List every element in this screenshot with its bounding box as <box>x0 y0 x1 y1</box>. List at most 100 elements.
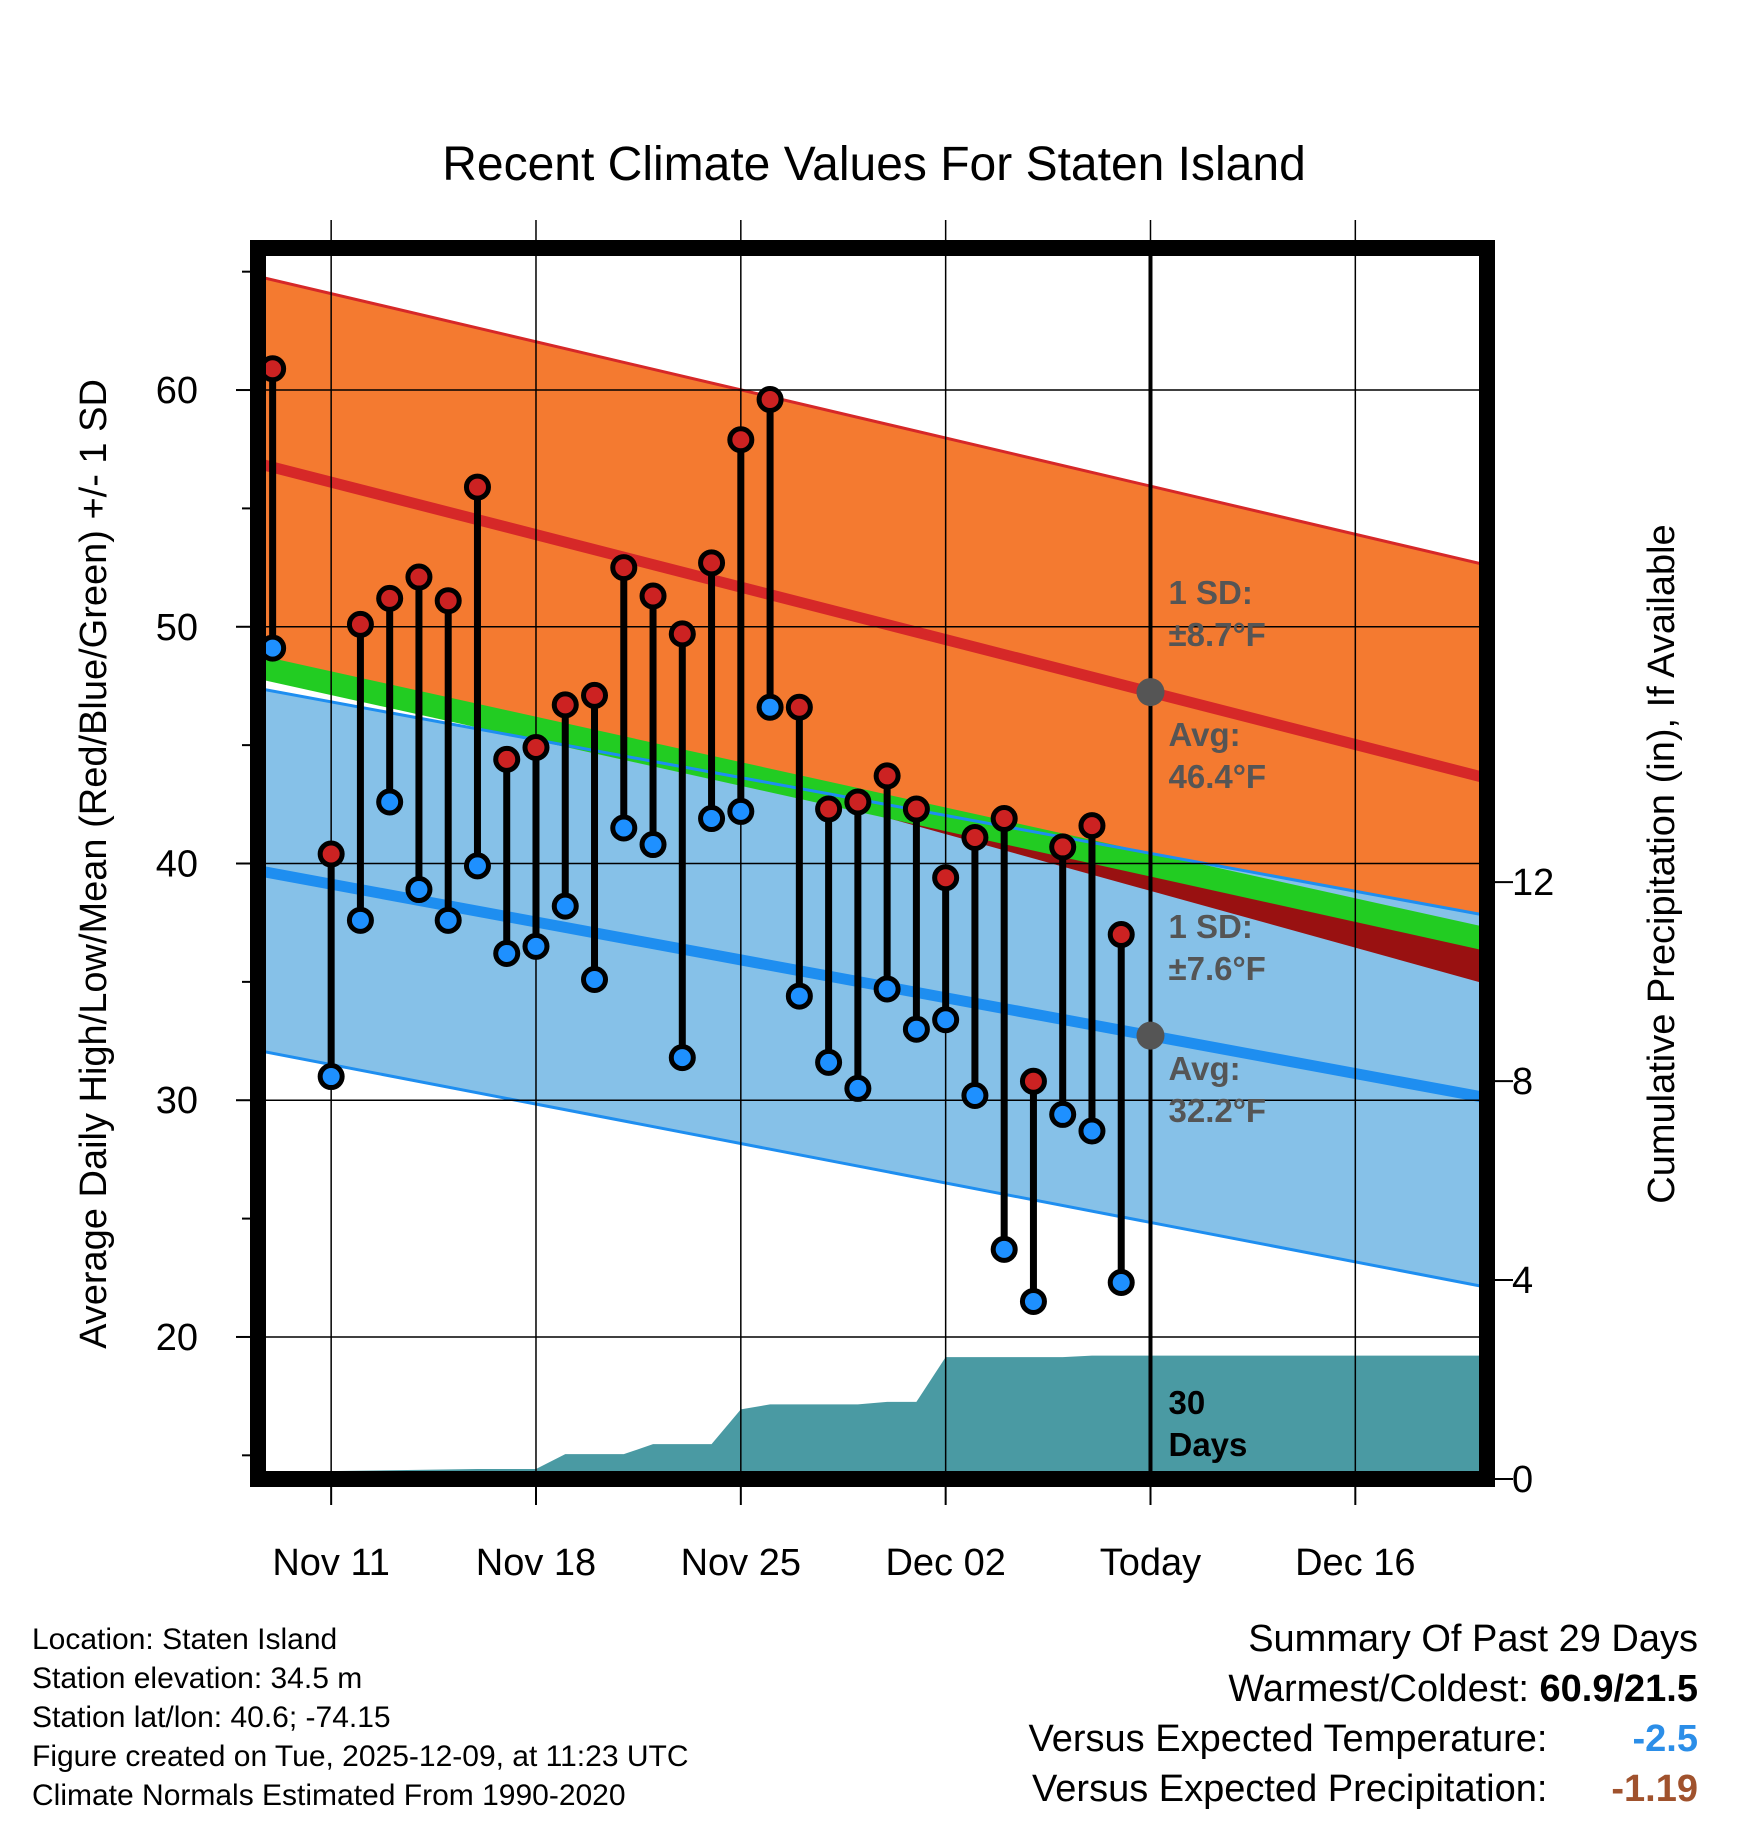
y2-tick-label: 12 <box>1512 862 1554 904</box>
daily-high-point <box>434 587 462 615</box>
daily-low-point <box>405 876 433 904</box>
y-tick-label: 60 <box>156 370 198 412</box>
x-tick-label: Today <box>1100 1542 1201 1584</box>
y-tick-label: 30 <box>156 1080 198 1122</box>
summary-title: Summary Of Past 29 Days <box>1248 1618 1698 1660</box>
low-mean-line <box>258 865 1487 1104</box>
daily-low-point <box>346 906 374 934</box>
y2-tick-label: 8 <box>1512 1061 1533 1103</box>
daily-high-point <box>815 795 843 823</box>
daily-low-point <box>873 975 901 1003</box>
daily-high-point <box>785 693 813 721</box>
plot-frame <box>250 240 1495 1487</box>
daily-low-point <box>1049 1100 1077 1128</box>
daily-high-point <box>902 795 930 823</box>
y-axis-title: Average Daily High/Low/Mean (Red/Blue/Gr… <box>73 379 115 1349</box>
daily-high-point <box>581 681 609 709</box>
daily-high-point <box>1107 921 1135 949</box>
daily-low-point <box>1078 1117 1106 1145</box>
daily-low-point <box>522 932 550 960</box>
daily-low-point <box>376 788 404 816</box>
plot-area <box>258 248 1487 1479</box>
daily-low-point <box>902 1015 930 1043</box>
daily-low-point <box>463 852 491 880</box>
high-upper-line <box>258 274 1487 567</box>
x-tick-label: Nov 18 <box>476 1542 596 1584</box>
daily-low-point <box>610 814 638 842</box>
chart-title: Recent Climate Values For Staten Island <box>442 138 1306 191</box>
y-tick-label: 40 <box>156 844 198 886</box>
daily-low-point <box>815 1048 843 1076</box>
daily-high-point <box>756 386 784 414</box>
low-sd-label: 1 SD: <box>1168 908 1252 945</box>
daily-low-point <box>317 1063 345 1091</box>
daily-low-point <box>493 939 521 967</box>
low-avg-value: 32.2°F <box>1168 1092 1266 1129</box>
daily-low-point <box>551 892 579 920</box>
daily-high-point <box>668 620 696 648</box>
high-sd-value: ±8.7°F <box>1168 616 1265 653</box>
summary-warmest-row: Warmest/Coldest: 60.9/21.5 <box>1029 1664 1698 1714</box>
daily-high-point <box>610 554 638 582</box>
daily-low-point <box>434 906 462 934</box>
today-low-avg-marker <box>1136 1021 1165 1050</box>
x-tick-label: Nov 25 <box>681 1542 801 1584</box>
daily-low-point <box>844 1074 872 1102</box>
daily-low-point <box>581 965 609 993</box>
daily-low-point <box>1019 1287 1047 1315</box>
normals-text: Climate Normals Estimated From 1990-2020 <box>32 1779 626 1812</box>
precip-anomaly-value: -1.19 <box>1611 1768 1698 1810</box>
y2-tick-label: 4 <box>1512 1260 1533 1302</box>
y-tick-label: 20 <box>156 1317 198 1359</box>
warmest-label: Warmest/Coldest: <box>1228 1668 1529 1710</box>
daily-high-point <box>639 582 667 610</box>
x-tick-label: Dec 16 <box>1295 1542 1415 1584</box>
precip-anomaly-label: Versus Expected Precipitation: <box>1032 1768 1548 1810</box>
daily-high-point <box>551 691 579 719</box>
daily-high-point <box>727 426 755 454</box>
daily-high-point <box>990 805 1018 833</box>
location-text: Location: Staten Island <box>32 1623 338 1656</box>
precip-area <box>272 1355 1487 1479</box>
y2-axis-title: Cumulative Precipitation (in), If Availa… <box>1641 524 1683 1203</box>
low-upper-line <box>258 686 1487 918</box>
low-lower-line <box>258 1049 1487 1289</box>
daily-low-point <box>639 831 667 859</box>
daily-low-point <box>961 1081 989 1109</box>
high-avg-value: 46.4°F <box>1168 758 1266 795</box>
daily-high-point <box>1049 833 1077 861</box>
daily-high-point <box>493 745 521 773</box>
daily-low-point <box>932 1006 960 1034</box>
daily-high-point <box>1019 1067 1047 1095</box>
daily-low-point <box>698 805 726 833</box>
daily-low-point <box>756 693 784 721</box>
high-avg-label: Avg: <box>1168 716 1240 753</box>
station-info: Location: Staten Island Station elevatio… <box>32 1620 689 1815</box>
y-tick-label: 50 <box>156 607 198 649</box>
daily-high-point <box>1078 812 1106 840</box>
high-sd-label: 1 SD: <box>1168 574 1252 611</box>
x-tick-label: Dec 02 <box>885 1542 1005 1584</box>
daily-high-point <box>698 549 726 577</box>
daily-low-point <box>668 1044 696 1072</box>
low-sd-value: ±7.6°F <box>1168 950 1265 987</box>
daily-high-point <box>463 473 491 501</box>
daily-low-point <box>1107 1269 1135 1297</box>
daily-high-point <box>405 563 433 591</box>
days-label: Days <box>1168 1426 1247 1463</box>
daily-low-point <box>990 1235 1018 1263</box>
daily-high-point <box>376 584 404 612</box>
warmest-value: 60.9/21.5 <box>1539 1668 1698 1710</box>
high-mean-line <box>258 458 1487 784</box>
daily-high-point <box>346 610 374 638</box>
today-high-avg-marker <box>1136 678 1165 707</box>
summary-precip-row: Versus Expected Precipitation: -1.19 <box>1029 1764 1698 1814</box>
summary-temp-row: Versus Expected Temperature: -2.5 <box>1029 1714 1698 1764</box>
daily-high-point <box>844 788 872 816</box>
x-axis-title: Day <box>840 1597 908 1600</box>
x-tick-label: Nov 11 <box>272 1542 390 1584</box>
daily-high-point <box>317 840 345 868</box>
created-text: Figure created on Tue, 2025-12-09, at 11… <box>32 1740 689 1773</box>
y2-tick-label: 0 <box>1512 1459 1533 1501</box>
summary-panel: Summary Of Past 29 Days Warmest/Coldest:… <box>1029 1614 1698 1814</box>
